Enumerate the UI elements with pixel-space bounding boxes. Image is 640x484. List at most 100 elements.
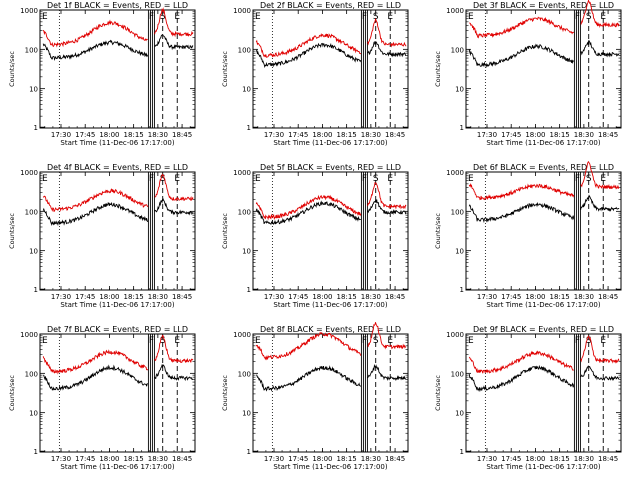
panel-5: Det 5f BLACK = Events, RED = LLD 1 10 100 10… bbox=[221, 163, 409, 309]
x-axis-label: Start Time (11-Dec-06 17:17:00) bbox=[273, 139, 387, 147]
y-axis-label: Counts/sec bbox=[221, 213, 229, 249]
y-tick-label: 10 bbox=[29, 410, 38, 418]
panel-1: Det 1f BLACK = Events, RED = LLD 1 10 100 10… bbox=[8, 1, 196, 147]
x-tick-label: 18:30 bbox=[361, 293, 381, 301]
y-tick-label: 100 bbox=[238, 370, 251, 378]
x-tick-label: 17:30 bbox=[477, 455, 497, 463]
y-tick-label: 1 bbox=[247, 448, 251, 456]
y-tick-label: 1000 bbox=[20, 331, 38, 339]
marker-label: E bbox=[42, 336, 48, 346]
y-axis-label: Counts/sec bbox=[8, 375, 16, 411]
series-line-events bbox=[468, 43, 575, 68]
panel-title: Det 2f BLACK = Events, RED = LLD bbox=[260, 1, 401, 10]
y-tick-label: 1 bbox=[34, 286, 38, 294]
series-line-events bbox=[367, 41, 407, 58]
panel-4: Det 4f BLACK = Events, RED = LLD 1 10 100 10… bbox=[8, 163, 196, 309]
series-line-lld bbox=[367, 181, 407, 210]
x-tick-label: 18:45 bbox=[385, 455, 405, 463]
marker-label: F bbox=[575, 336, 580, 346]
x-tick-label: 18:30 bbox=[361, 455, 381, 463]
series-line-events bbox=[154, 198, 194, 216]
plot-frame bbox=[39, 9, 196, 129]
plot-frame bbox=[465, 171, 622, 291]
x-tick-label: 18:45 bbox=[385, 131, 405, 139]
series-line-lld bbox=[255, 32, 362, 58]
panel-2: Det 2f BLACK = Events, RED = LLD 1 10 100 10… bbox=[221, 1, 409, 147]
y-tick-label: 1000 bbox=[446, 7, 464, 15]
series-line-lld bbox=[154, 334, 194, 364]
x-tick-label: 18:30 bbox=[148, 455, 168, 463]
marker-label: E bbox=[600, 12, 606, 22]
series-line-lld bbox=[580, 0, 620, 28]
panel-title: Det 4f BLACK = Events, RED = LLD bbox=[47, 163, 188, 172]
marker-label: F bbox=[362, 336, 367, 346]
y-tick-label: 100 bbox=[451, 370, 464, 378]
series-line-events bbox=[367, 363, 407, 381]
x-tick-label: 18:15 bbox=[124, 131, 144, 139]
plot-frame bbox=[39, 171, 196, 291]
y-tick-label: 1000 bbox=[20, 7, 38, 15]
x-tick-label: 18:00 bbox=[312, 293, 332, 301]
x-axis-label: Start Time (11-Dec-06 17:17:00) bbox=[486, 139, 600, 147]
y-axis-label: Counts/sec bbox=[8, 51, 16, 87]
y-axis-label: Counts/sec bbox=[221, 375, 229, 411]
series-line-events bbox=[580, 194, 620, 212]
marker-label: E bbox=[600, 336, 606, 346]
x-tick-label: 18:30 bbox=[148, 131, 168, 139]
y-tick-label: 100 bbox=[451, 208, 464, 216]
panel-7: Det 7f BLACK = Events, RED = LLD 1 10 100 10… bbox=[8, 325, 196, 471]
y-tick-label: 1 bbox=[460, 448, 464, 456]
x-tick-label: 18:15 bbox=[550, 293, 570, 301]
x-tick-label: 18:00 bbox=[525, 131, 545, 139]
plot-frame bbox=[465, 333, 622, 453]
series-line-lld bbox=[468, 183, 575, 201]
marker-label: S bbox=[373, 174, 379, 184]
panel-8: Det 8f BLACK = Events, RED = LLD 1 10 100 10… bbox=[221, 322, 409, 471]
y-tick-label: 10 bbox=[29, 86, 38, 94]
x-tick-label: 17:45 bbox=[501, 455, 521, 463]
marker-label: E bbox=[174, 336, 180, 346]
x-tick-label: 18:30 bbox=[361, 131, 381, 139]
y-tick-label: 100 bbox=[238, 46, 251, 54]
marker-label: S bbox=[373, 12, 379, 22]
y-tick-label: 1 bbox=[247, 124, 251, 132]
y-tick-label: 1000 bbox=[446, 331, 464, 339]
series-line-lld bbox=[42, 19, 148, 48]
x-tick-label: 17:45 bbox=[501, 293, 521, 301]
marker-label: E bbox=[387, 174, 393, 184]
x-tick-label: 17:30 bbox=[477, 293, 497, 301]
y-tick-label: 10 bbox=[455, 248, 464, 256]
series-line-events bbox=[580, 365, 620, 382]
y-tick-label: 1000 bbox=[446, 169, 464, 177]
x-axis-label: Start Time (11-Dec-06 17:17:00) bbox=[273, 463, 387, 471]
series-line-lld bbox=[255, 194, 362, 221]
marker-label: E bbox=[174, 12, 180, 22]
y-tick-label: 100 bbox=[25, 370, 38, 378]
y-axis-label: Counts/sec bbox=[8, 213, 16, 249]
y-tick-label: 1000 bbox=[233, 169, 251, 177]
y-tick-label: 1 bbox=[34, 448, 38, 456]
x-tick-label: 17:30 bbox=[477, 131, 497, 139]
marker-label: F bbox=[362, 12, 367, 22]
panel-title: Det 1f BLACK = Events, RED = LLD bbox=[47, 1, 188, 10]
marker-label: S bbox=[160, 336, 166, 346]
marker-label: E bbox=[468, 12, 474, 22]
marker-label: S bbox=[160, 12, 166, 22]
marker-label: S bbox=[160, 174, 166, 184]
marker-label: E bbox=[600, 174, 606, 184]
x-tick-label: 18:45 bbox=[385, 293, 405, 301]
panel-3: Det 3f BLACK = Events, RED = LLD 1 10 100 10… bbox=[434, 0, 622, 147]
marker-label: F bbox=[149, 174, 154, 184]
marker-label: F bbox=[362, 174, 367, 184]
x-tick-label: 18:00 bbox=[525, 293, 545, 301]
y-tick-label: 10 bbox=[242, 248, 251, 256]
x-tick-label: 18:15 bbox=[337, 293, 357, 301]
y-tick-label: 1 bbox=[460, 124, 464, 132]
series-line-lld bbox=[580, 335, 620, 364]
x-tick-label: 18:45 bbox=[172, 131, 192, 139]
x-tick-label: 17:45 bbox=[75, 131, 95, 139]
x-tick-label: 17:45 bbox=[75, 293, 95, 301]
marker-label: F bbox=[149, 336, 154, 346]
y-tick-label: 100 bbox=[451, 46, 464, 54]
